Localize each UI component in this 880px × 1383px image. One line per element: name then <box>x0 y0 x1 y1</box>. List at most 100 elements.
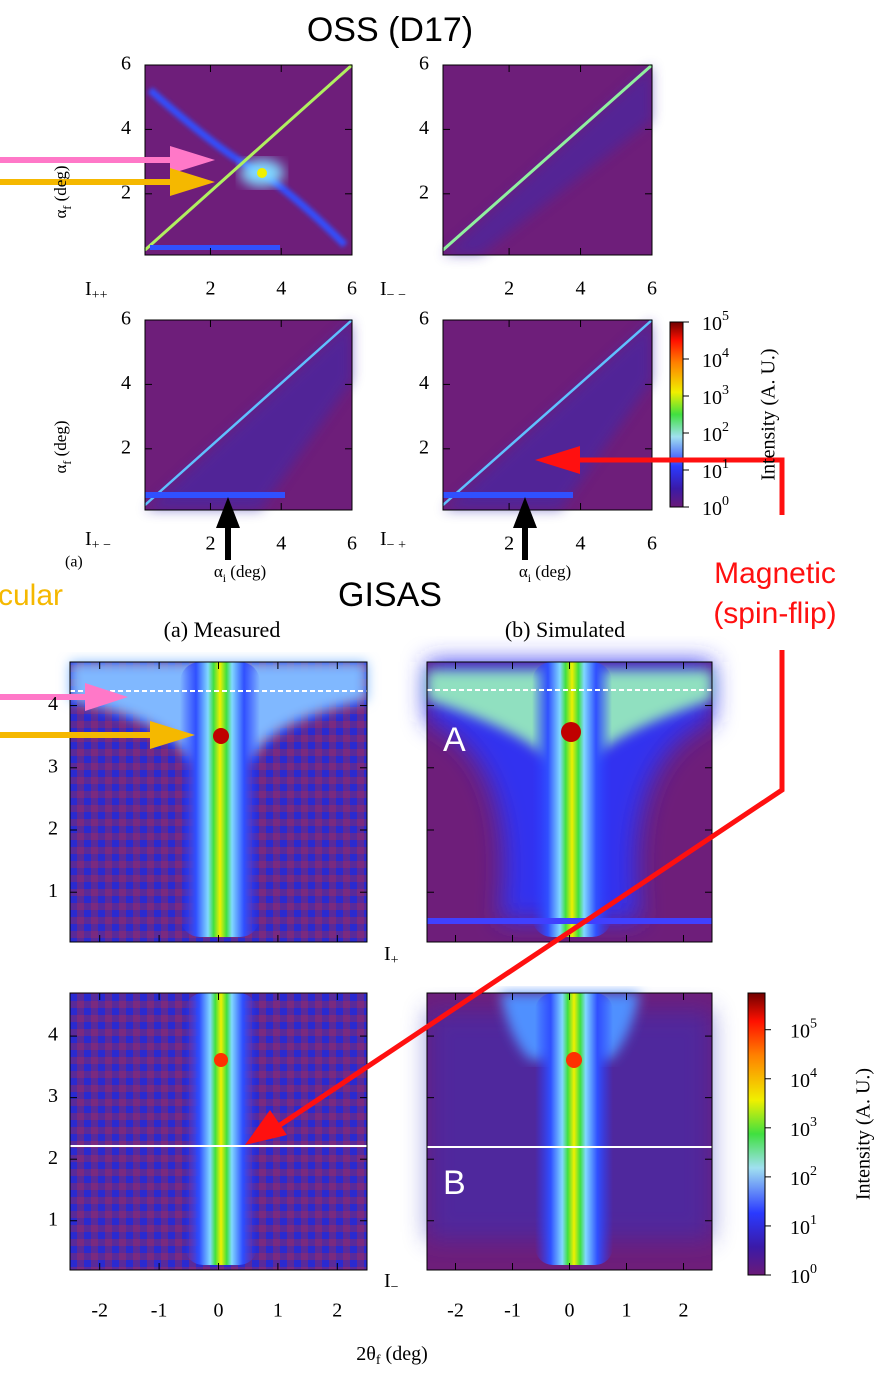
row-label: I− <box>384 1270 399 1296</box>
x-tick-label: 2 <box>504 278 514 300</box>
panel-label: I− − <box>380 278 406 304</box>
colorbar-tick-label: 104 <box>702 346 729 371</box>
y-tick-label: 3 <box>48 1085 58 1107</box>
y-tick-label: 6 <box>121 53 131 75</box>
label-part: I <box>380 528 387 550</box>
label-sup: 1 <box>722 457 729 472</box>
gisas-title: GISAS <box>338 576 442 614</box>
row-label: I+ <box>384 943 399 969</box>
label-part: 10 <box>790 1167 810 1189</box>
colorbar-label: Intensity (A. U.) <box>853 1068 875 1200</box>
colorbar-tick-label: 103 <box>702 383 729 408</box>
x-tick-label: 6 <box>647 278 657 300</box>
label-part: (deg) <box>531 562 571 581</box>
y-tick-label: 4 <box>121 117 131 139</box>
label-sup: 4 <box>722 346 729 361</box>
panel-letter: A <box>443 721 466 759</box>
x-axis-label: 2θf (deg) <box>356 1343 427 1369</box>
colorbar-tick-label: 102 <box>790 1164 817 1189</box>
y-tick-label: 4 <box>48 693 58 715</box>
x-tick-label: 6 <box>347 278 357 300</box>
x-tick-label: 4 <box>276 278 286 300</box>
label-sub: i <box>223 571 227 585</box>
label-part: 10 <box>790 1020 810 1042</box>
x-tick-label: 2 <box>205 278 215 300</box>
x-tick-label: -1 <box>151 1300 168 1322</box>
annotation: Magnetic <box>714 557 836 590</box>
y-tick-label: 1 <box>48 880 58 902</box>
colorbar-tick-label: 103 <box>790 1115 817 1140</box>
x-tick-label: 1 <box>622 1300 632 1322</box>
y-tick-label: 6 <box>419 53 429 75</box>
y-tick-label: 2 <box>121 436 131 458</box>
panel-label: I+ − <box>85 528 111 554</box>
y-tick-label: 4 <box>121 372 131 394</box>
x-tick-label: 4 <box>276 533 286 555</box>
annotation: (spin-flip) <box>713 597 836 630</box>
x-tick-label: 4 <box>576 278 586 300</box>
label-part: I <box>85 528 92 550</box>
x-tick-label: 6 <box>647 533 657 555</box>
label-sup: 0 <box>722 494 729 509</box>
x-tick-label: -2 <box>447 1300 464 1322</box>
label-sub: − <box>391 1280 399 1295</box>
y-tick-label: 3 <box>48 755 58 777</box>
gisas-heatmaps <box>70 662 712 1270</box>
label-part: 10 <box>702 387 722 409</box>
y-axis-label: αf (deg) <box>51 420 74 473</box>
label-sup: 1 <box>810 1213 817 1228</box>
label-sup: 5 <box>810 1017 817 1032</box>
x-tick-label: 1 <box>273 1300 283 1322</box>
label-part: α <box>214 562 223 581</box>
y-tick-label: 2 <box>419 436 429 458</box>
y-tick-label: 2 <box>48 818 58 840</box>
colorbar <box>747 992 766 1276</box>
colorbar-tick-label: 102 <box>702 420 729 445</box>
y-tick-label: 2 <box>48 1147 58 1169</box>
label-part: (deg) <box>51 420 70 460</box>
panel-label: I− + <box>380 528 406 554</box>
x-tick-label: 2 <box>332 1300 342 1322</box>
panel-letter: B <box>443 1164 466 1202</box>
colorbar-tick-label: 101 <box>702 457 729 482</box>
colorbar-tick-label: 105 <box>702 309 729 334</box>
annotation: cular <box>0 579 63 612</box>
y-tick-label: 2 <box>121 181 131 203</box>
panel-label: I++ <box>85 278 108 304</box>
label-sub: − − <box>387 288 406 303</box>
x-axis-label: αi (deg) <box>214 562 266 585</box>
colorbar-tick-label: 105 <box>790 1017 817 1042</box>
label-part: 10 <box>790 1118 810 1140</box>
colorbar-label: Intensity (A. U.) <box>758 348 780 480</box>
label-part: 2θ <box>356 1343 376 1365</box>
label-sup: 3 <box>722 383 729 398</box>
label-sub: ++ <box>92 288 108 303</box>
y-tick-label: 2 <box>419 181 429 203</box>
label-sup: 3 <box>810 1115 817 1130</box>
label-part: 10 <box>790 1217 810 1239</box>
column-title: (a) Measured <box>164 617 281 642</box>
y-tick-label: 1 <box>48 1208 58 1230</box>
label-sup: 0 <box>810 1262 817 1277</box>
label-sup: 5 <box>722 309 729 324</box>
label-part: 10 <box>790 1266 810 1288</box>
label-part: 10 <box>702 461 722 483</box>
x-tick-label: 0 <box>565 1300 575 1322</box>
label-sub: f <box>60 461 74 465</box>
y-tick-label: 6 <box>121 308 131 330</box>
x-tick-label: 2 <box>205 533 215 555</box>
label-part: 10 <box>702 498 722 520</box>
panel-tag: (a) <box>65 554 83 571</box>
label-part: (deg) <box>51 165 70 205</box>
x-tick-label: -2 <box>91 1300 108 1322</box>
label-sup: 4 <box>810 1066 817 1081</box>
y-axis-label: αf (deg) <box>51 165 74 218</box>
x-tick-label: 2 <box>504 533 514 555</box>
label-part: I <box>85 278 92 300</box>
x-tick-label: -1 <box>504 1300 521 1322</box>
label-sub: + <box>391 953 399 968</box>
colorbar-tick-label: 104 <box>790 1066 817 1091</box>
label-sup: 2 <box>722 420 729 435</box>
label-part: α <box>519 562 528 581</box>
